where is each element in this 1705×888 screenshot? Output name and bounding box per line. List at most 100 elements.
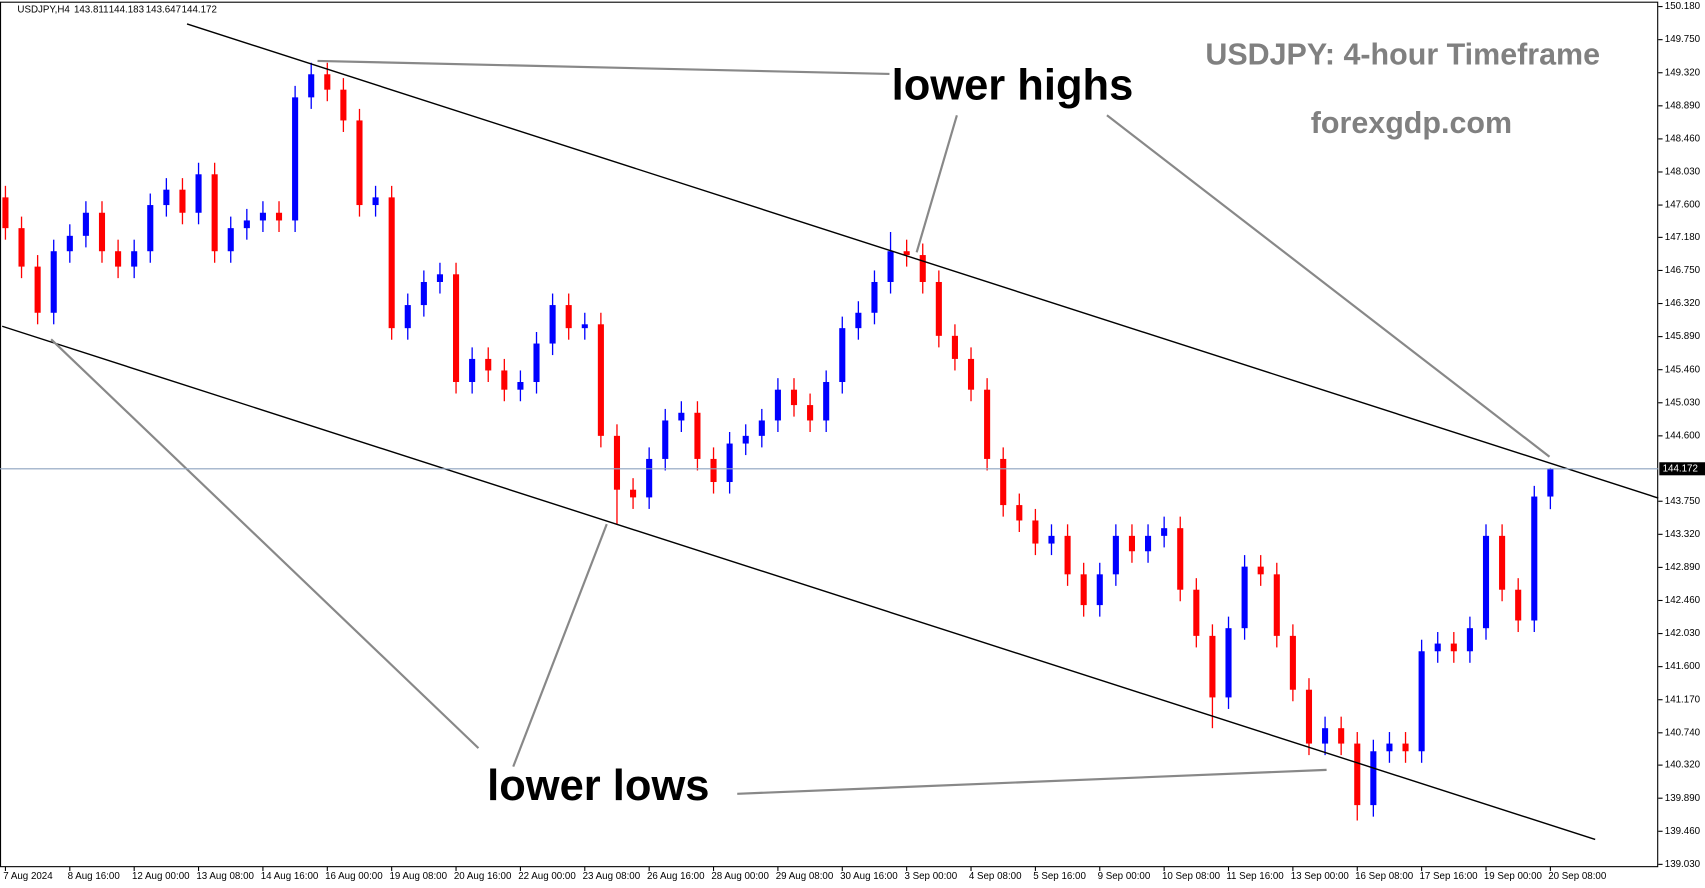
y-tick-label: 148.460 (1665, 133, 1701, 144)
header-low: 143.647 (146, 4, 181, 15)
candle-body (1289, 635, 1296, 690)
candle-body (1322, 728, 1329, 744)
pointer (50, 338, 480, 749)
candle-body (324, 74, 331, 90)
y-tick-label: 142.460 (1665, 595, 1701, 606)
x-tick-label: 7 Aug 2024 (3, 871, 53, 882)
y-tick-label: 140.740 (1665, 727, 1701, 738)
candle-body (66, 235, 73, 252)
y-tick-label: 145.030 (1665, 397, 1701, 408)
candle-body (887, 251, 894, 282)
y-tick-label: 142.890 (1665, 562, 1701, 573)
y-tick-label: 144.600 (1665, 430, 1701, 441)
candle-body (1048, 535, 1055, 544)
candle-body (517, 382, 524, 390)
y-tick-label: 143.320 (1665, 529, 1701, 540)
candle-body (1177, 528, 1184, 590)
candle-body (807, 405, 814, 421)
candle-body (420, 281, 427, 306)
price-axis: 150.180 149.750 149.320 148.890 148.460 148.0… (1658, 1, 1701, 870)
candle-body (790, 389, 798, 406)
candle-body (1305, 689, 1313, 744)
plot-frame (0, 1, 1659, 868)
x-tick-label: 12 Aug 00:00 (132, 871, 190, 882)
candle-body (501, 370, 508, 390)
candle-body (967, 358, 975, 390)
candle-body (1145, 535, 1152, 552)
pointer (317, 59, 890, 76)
candle-body (1434, 643, 1441, 652)
y-tick-label: 147.600 (1665, 200, 1701, 211)
candle-body (388, 197, 395, 329)
y-tick-label: 141.600 (1665, 661, 1701, 672)
annotation: lower highs (892, 62, 1134, 110)
header: USDJPY,H4 143.811 144.183 143.647 144.17… (17, 4, 217, 15)
candle-body (1241, 566, 1248, 629)
candle-body (1193, 589, 1200, 636)
candle-body (211, 174, 218, 252)
candle-body (243, 220, 250, 229)
candle-body (742, 435, 749, 444)
x-tick-label: 14 Aug 16:00 (261, 871, 319, 882)
y-tick-label: 148.890 (1665, 100, 1701, 111)
candle-body (1547, 468, 1554, 497)
candle-body (131, 251, 138, 267)
candle-body (275, 212, 283, 221)
candle-body (1064, 535, 1071, 575)
candle-body (485, 358, 492, 371)
y-tick-label: 148.030 (1665, 167, 1701, 178)
pointer (737, 768, 1327, 795)
candle-body (871, 281, 878, 313)
candle-body (1482, 535, 1490, 629)
annotation: lower lows (487, 762, 709, 810)
candle-body (646, 458, 653, 498)
candle-body (115, 251, 122, 267)
candle-body (18, 228, 25, 267)
candle-body (82, 212, 89, 236)
y-tick-label: 146.320 (1665, 298, 1701, 309)
candle-body (356, 120, 363, 206)
candle-body (565, 305, 572, 329)
candle-body (259, 212, 266, 221)
candle-body (1418, 651, 1425, 752)
candle-body (710, 458, 717, 483)
candle-body (613, 435, 621, 490)
candle-body (1402, 743, 1409, 752)
y-tick-label: 145.890 (1665, 331, 1701, 342)
candle-body (98, 212, 106, 252)
candle-body (50, 251, 57, 313)
candle-body (163, 189, 170, 206)
candle-body (1000, 458, 1007, 506)
candle-body (195, 174, 202, 213)
chart-subtitle: forexgdp.com (1311, 106, 1512, 140)
x-tick-label: 20 Aug 16:00 (454, 871, 512, 882)
x-tick-label: 13 Aug 08:00 (196, 871, 254, 882)
candle-body (1112, 535, 1119, 575)
x-tick-label: 22 Aug 00:00 (518, 871, 576, 882)
candle-body (1096, 574, 1103, 606)
x-tick-label: 28 Aug 00:00 (711, 871, 769, 882)
candle-body (1531, 496, 1538, 621)
candle-body (34, 266, 41, 313)
x-tick-label: 16 Sep 08:00 (1355, 871, 1414, 882)
candle-body (292, 97, 299, 221)
candle-body (1161, 528, 1168, 536)
candles (2, 62, 1554, 821)
candle-body (903, 251, 910, 256)
y-tick-label: 146.750 (1665, 265, 1701, 276)
candle-body (1128, 535, 1135, 552)
candle-body (839, 328, 846, 383)
candle-body (1080, 574, 1087, 606)
x-tick-label: 8 Aug 16:00 (68, 871, 121, 882)
candle-body (1450, 643, 1457, 652)
candle-body (179, 189, 186, 213)
y-tick-label: 139.890 (1665, 793, 1701, 804)
candle-body (1032, 520, 1039, 544)
pointers (50, 59, 1551, 795)
x-tick-label: 13 Sep 00:00 (1291, 871, 1350, 882)
chart-title: USDJPY: 4-hour Timeframe (1205, 38, 1600, 72)
header-close: 144.172 (182, 4, 217, 15)
candle-body (758, 420, 765, 436)
candle-body (630, 489, 637, 498)
